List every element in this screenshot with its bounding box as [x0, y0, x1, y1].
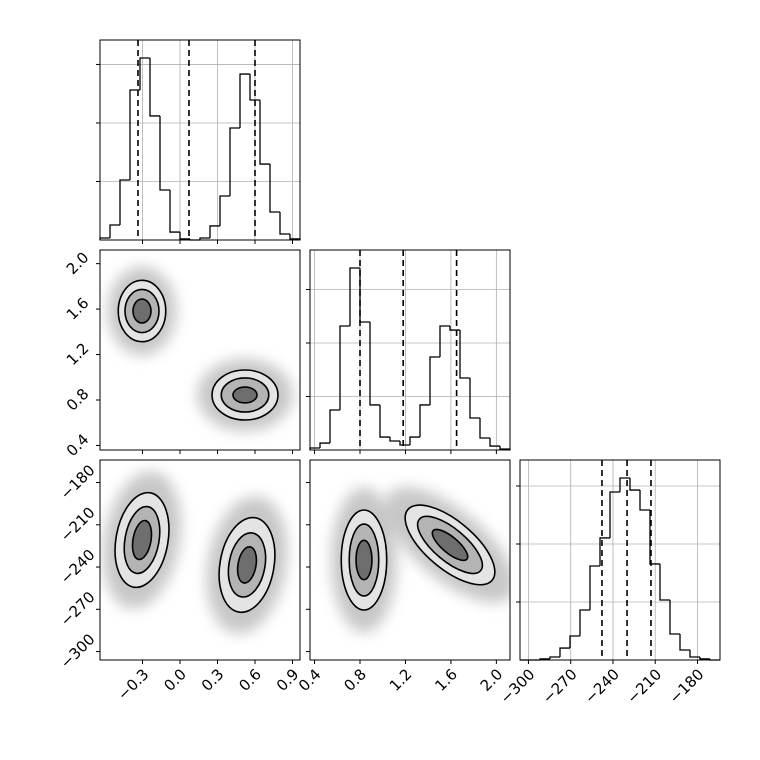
histogram-step — [669, 600, 680, 635]
x-tick-label: −210 — [623, 665, 665, 707]
y-tick-label: −180 — [57, 461, 99, 503]
y-tick-label: 1.6 — [63, 294, 93, 324]
panel — [331, 487, 510, 633]
y-tick-label: 0.4 — [63, 430, 93, 460]
y-tick-label: −270 — [57, 588, 99, 630]
histogram-step — [639, 490, 650, 511]
x-tick-label: −300 — [497, 665, 539, 707]
histogram-step — [169, 190, 180, 233]
histogram-step — [429, 356, 440, 405]
histogram-step — [619, 477, 630, 493]
histogram-step — [339, 325, 350, 410]
y-tick-label: 2.0 — [63, 248, 93, 278]
y-tick-label: 1.2 — [63, 339, 93, 369]
histogram-step — [499, 446, 511, 450]
histogram-step — [319, 442, 330, 448]
histogram-step — [349, 267, 360, 326]
histogram-step — [209, 225, 220, 239]
y-tick-label: 0.8 — [63, 385, 93, 415]
histogram-step — [269, 164, 280, 213]
contour-level — [232, 386, 258, 404]
histogram-step — [279, 212, 290, 235]
histogram-step — [119, 179, 130, 226]
histogram-step — [569, 635, 580, 649]
x-tick-label: −180 — [666, 665, 708, 707]
histogram-step — [239, 73, 250, 129]
histogram-step — [459, 330, 470, 379]
histogram-step — [289, 234, 301, 240]
histogram-step — [469, 377, 480, 419]
contour-level — [132, 298, 152, 324]
y-tick-label: −300 — [57, 630, 99, 672]
histogram-step — [409, 436, 420, 445]
histogram-step — [609, 491, 620, 538]
histogram-step — [559, 647, 570, 657]
contour-level — [355, 539, 373, 581]
histogram-step — [159, 115, 170, 191]
histogram-step — [229, 127, 240, 196]
histogram-step — [629, 477, 640, 491]
histogram-step — [689, 650, 700, 658]
y-tick-label: −240 — [57, 546, 99, 588]
histogram-step — [549, 656, 560, 659]
panel-frame — [99, 459, 301, 661]
histogram-step — [199, 237, 210, 240]
histogram-step — [139, 57, 150, 90]
x-tick-label: 0.4 — [295, 665, 325, 695]
histogram-step — [579, 609, 590, 636]
x-tick-label: −240 — [581, 665, 623, 707]
y-tick-label: −210 — [57, 504, 99, 546]
x-tick-label: 0.8 — [340, 665, 370, 695]
x-tick-label: 1.6 — [431, 665, 461, 695]
x-tick-label: 0.6 — [235, 665, 265, 695]
x-tick-label: −0.3 — [114, 665, 152, 703]
panel-frame — [99, 249, 301, 451]
panel-frame — [309, 249, 511, 451]
histogram-step — [599, 537, 610, 567]
histogram-step — [679, 634, 690, 651]
panel — [102, 471, 288, 634]
histogram-step — [399, 441, 410, 446]
histogram-step — [109, 224, 120, 239]
histogram-step — [389, 437, 400, 442]
histogram-step — [179, 232, 190, 240]
histogram-step — [489, 438, 500, 447]
histogram-step — [479, 418, 490, 439]
x-tick-label: 0.0 — [160, 665, 190, 695]
contour-level — [131, 519, 153, 561]
histogram-step — [439, 325, 450, 358]
panel — [107, 266, 293, 432]
x-tick-label: 0.3 — [198, 665, 228, 695]
histogram-step — [149, 58, 160, 117]
histogram-step — [589, 565, 600, 610]
histogram-step — [659, 563, 670, 601]
histogram-step — [369, 322, 380, 406]
histogram-step — [259, 100, 270, 165]
contour-level — [236, 546, 258, 584]
histogram-step — [419, 404, 430, 438]
histogram-step — [359, 267, 370, 323]
panel-frame — [309, 459, 511, 661]
histogram-step — [649, 510, 660, 565]
histogram-step — [449, 325, 460, 331]
x-tick-label: −270 — [539, 665, 581, 707]
histogram-step — [219, 195, 230, 226]
contour-level — [431, 528, 469, 562]
histogram-step — [379, 404, 390, 438]
histogram-step — [699, 656, 710, 660]
x-tick-label: 1.2 — [386, 665, 416, 695]
histogram-step — [249, 74, 260, 101]
panel-frame — [99, 39, 301, 241]
histogram-step — [129, 89, 140, 180]
histogram-step — [329, 409, 340, 444]
panel-frame — [519, 459, 721, 661]
